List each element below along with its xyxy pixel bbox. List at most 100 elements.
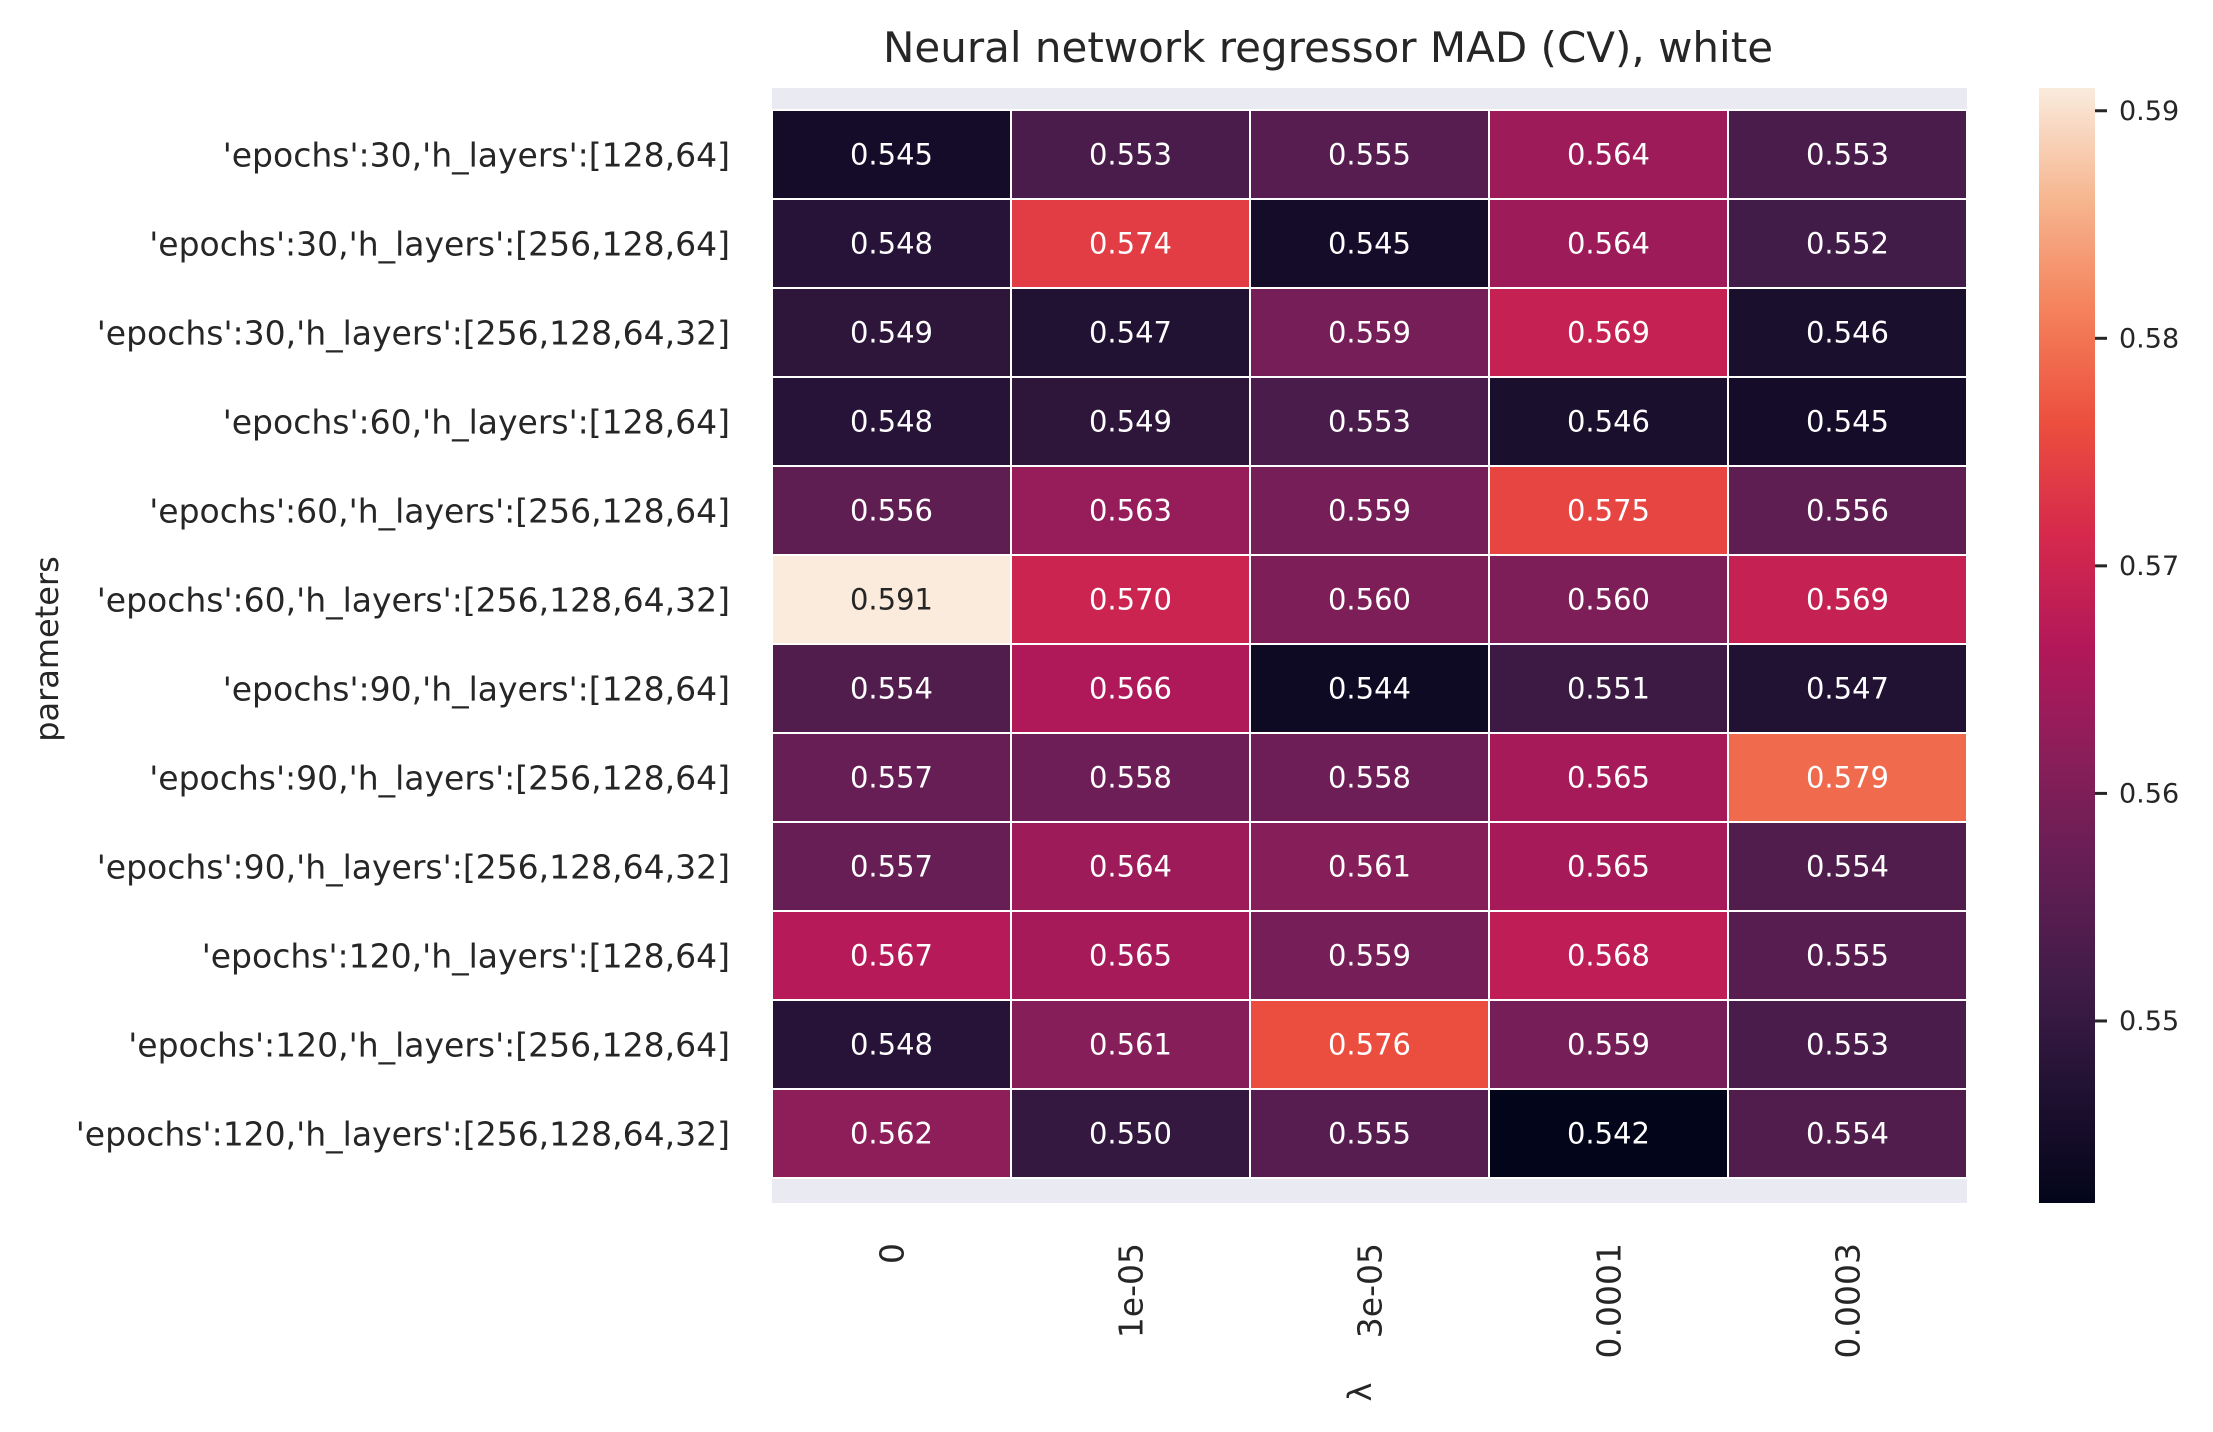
heatmap-cell	[1488, 376, 1729, 467]
heatmap-cell	[771, 732, 1012, 823]
heatmap-cell-label: 0.560	[1328, 583, 1411, 617]
heatmap-cell	[1249, 198, 1490, 289]
heatmap-cell-label: 0.545	[1328, 227, 1411, 261]
colorbar-tick-label: 0.55	[2119, 1006, 2179, 1037]
column-label: 3e-05	[1351, 1243, 1390, 1338]
heatmap-cell	[1488, 287, 1729, 378]
heatmap-cell-label: 0.561	[1328, 850, 1411, 884]
heatmap-cell-label: 0.552	[1806, 227, 1889, 261]
heatmap-cell	[1249, 465, 1490, 556]
heatmap-cell	[771, 643, 1012, 734]
heatmap-cell	[1488, 910, 1729, 1001]
colorbar	[2039, 88, 2095, 1203]
heatmap-cell-label: 0.549	[850, 316, 933, 350]
heatmap-cell-label: 0.569	[1806, 583, 1889, 617]
heatmap-cell	[771, 109, 1012, 200]
heatmap-cell	[1488, 732, 1729, 823]
row-label: 'epochs':120,'h_layers':[256,128,64,32]	[76, 1115, 730, 1154]
heatmap-cells: 0.545 0.553 0.555 0.564 0.553 0.548 0.574 0.545…	[771, 109, 1968, 1179]
chart-title: Neural network regressor MAD (CV), white	[883, 23, 1773, 72]
heatmap-cell-label: 0.559	[1567, 1028, 1650, 1062]
heatmap-cell	[1727, 465, 1968, 556]
row-label: 'epochs':120,'h_layers':[256,128,64]	[128, 1026, 730, 1065]
heatmap-cell	[1727, 643, 1968, 734]
heatmap-cell	[771, 1088, 1012, 1179]
heatmap-cell	[1249, 1088, 1490, 1179]
heatmap-cell-label: 0.560	[1567, 583, 1650, 617]
heatmap-cell-label: 0.559	[1328, 494, 1411, 528]
heatmap-cell-label: 0.554	[1806, 850, 1889, 884]
heatmap-cell	[1010, 1088, 1251, 1179]
row-label: 'epochs':60,'h_layers':[256,128,64,32]	[97, 581, 730, 620]
heatmap-cell-label: 0.574	[1089, 227, 1172, 261]
row-label: 'epochs':120,'h_layers':[128,64]	[202, 937, 730, 976]
heatmap-cell-label: 0.557	[850, 850, 933, 884]
heatmap-cell-label: 0.570	[1089, 583, 1172, 617]
heatmap-cell-label: 0.548	[850, 227, 933, 261]
heatmap-cell-label: 0.558	[1089, 761, 1172, 795]
heatmap-cell	[771, 376, 1012, 467]
row-labels: 'epochs':30,'h_layers':[128,64] 'epochs':…	[76, 136, 730, 1154]
heatmap-cell	[1249, 910, 1490, 1001]
row-label: 'epochs':90,'h_layers':[256,128,64]	[149, 759, 730, 798]
heatmap-cell-label: 0.548	[850, 1028, 933, 1062]
colorbar-tick-label: 0.56	[2119, 778, 2179, 809]
heatmap-cell	[1727, 1088, 1968, 1179]
heatmap-cell-label: 0.561	[1089, 1028, 1172, 1062]
heatmap-cell-label: 0.555	[1328, 1117, 1411, 1151]
heatmap-cell-label: 0.554	[1806, 1117, 1889, 1151]
heatmap-cell	[1488, 1088, 1729, 1179]
heatmap-cell-label: 0.555	[1806, 939, 1889, 973]
heatmap-cell	[1010, 198, 1251, 289]
heatmap-cell-label: 0.569	[1567, 316, 1650, 350]
heatmap-cell-label: 0.557	[850, 761, 933, 795]
heatmap-cell-label: 0.559	[1328, 939, 1411, 973]
heatmap-cell	[771, 821, 1012, 912]
heatmap-cell	[1010, 910, 1251, 1001]
heatmap-cell-label: 0.556	[1806, 494, 1889, 528]
heatmap-cell	[1727, 198, 1968, 289]
heatmap-cell	[1249, 821, 1490, 912]
heatmap-cell-label: 0.545	[1806, 405, 1889, 439]
heatmap-cell	[1488, 198, 1729, 289]
heatmap-cell-label: 0.546	[1806, 316, 1889, 350]
heatmap-cell-label: 0.544	[1328, 672, 1411, 706]
column-label: 1e-05	[1112, 1243, 1151, 1338]
heatmap-cell	[1727, 376, 1968, 467]
row-label: 'epochs':30,'h_layers':[256,128,64]	[149, 225, 730, 264]
heatmap-cell-label: 0.548	[850, 405, 933, 439]
x-axis-label: λ	[1341, 1383, 1379, 1402]
heatmap-cell-label: 0.547	[1089, 316, 1172, 350]
heatmap-cell	[1249, 732, 1490, 823]
heatmap-cell-label: 0.576	[1328, 1028, 1411, 1062]
heatmap-cell	[1488, 465, 1729, 556]
heatmap-cell-label: 0.553	[1328, 405, 1411, 439]
heatmap-cell-label: 0.550	[1089, 1117, 1172, 1151]
heatmap-cell	[1727, 732, 1968, 823]
column-label: 0.0003	[1829, 1243, 1868, 1358]
colorbar-tick-label: 0.57	[2119, 551, 2179, 582]
heatmap-cell	[1488, 554, 1729, 645]
colorbar-ticks: 0.55 0.56 0.57 0.58 0.59	[2095, 96, 2179, 1037]
row-label: 'epochs':90,'h_layers':[128,64]	[223, 670, 730, 709]
row-label: 'epochs':60,'h_layers':[128,64]	[223, 403, 730, 442]
heatmap-cell-label: 0.554	[850, 672, 933, 706]
heatmap-cell-label: 0.542	[1567, 1117, 1650, 1151]
heatmap-cell-label: 0.562	[850, 1117, 933, 1151]
colorbar-tick-label: 0.59	[2119, 96, 2179, 127]
heatmap-cell	[771, 554, 1012, 645]
heatmap-cell	[1488, 821, 1729, 912]
colorbar-tick-label: 0.58	[2119, 323, 2179, 354]
column-labels: 0 1e-05 3e-05 0.0001 0.0003	[873, 1243, 1868, 1358]
heatmap-cell-label: 0.563	[1089, 494, 1172, 528]
heatmap-cell-label: 0.549	[1089, 405, 1172, 439]
heatmap-cell-label: 0.556	[850, 494, 933, 528]
heatmap-cell-label: 0.579	[1806, 761, 1889, 795]
heatmap-cell-label: 0.558	[1328, 761, 1411, 795]
heatmap-cell-label: 0.566	[1089, 672, 1172, 706]
heatmap-cell	[1727, 821, 1968, 912]
heatmap-cell	[1010, 999, 1251, 1090]
column-label: 0.0001	[1590, 1243, 1629, 1358]
row-label: 'epochs':60,'h_layers':[256,128,64]	[149, 492, 730, 531]
row-label: 'epochs':30,'h_layers':[256,128,64,32]	[97, 314, 730, 353]
